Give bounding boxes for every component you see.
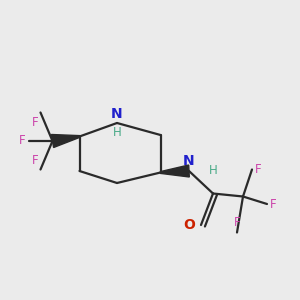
Text: F: F	[32, 116, 38, 128]
Text: H: H	[112, 126, 122, 139]
Text: F: F	[270, 197, 277, 211]
Text: F: F	[32, 154, 38, 166]
Polygon shape	[160, 165, 189, 177]
Polygon shape	[51, 134, 80, 148]
Text: F: F	[255, 163, 262, 176]
Text: F: F	[19, 134, 26, 148]
Text: N: N	[183, 154, 195, 168]
Text: H: H	[208, 164, 217, 177]
Text: N: N	[111, 107, 123, 122]
Text: O: O	[183, 218, 195, 232]
Text: F: F	[234, 217, 240, 230]
